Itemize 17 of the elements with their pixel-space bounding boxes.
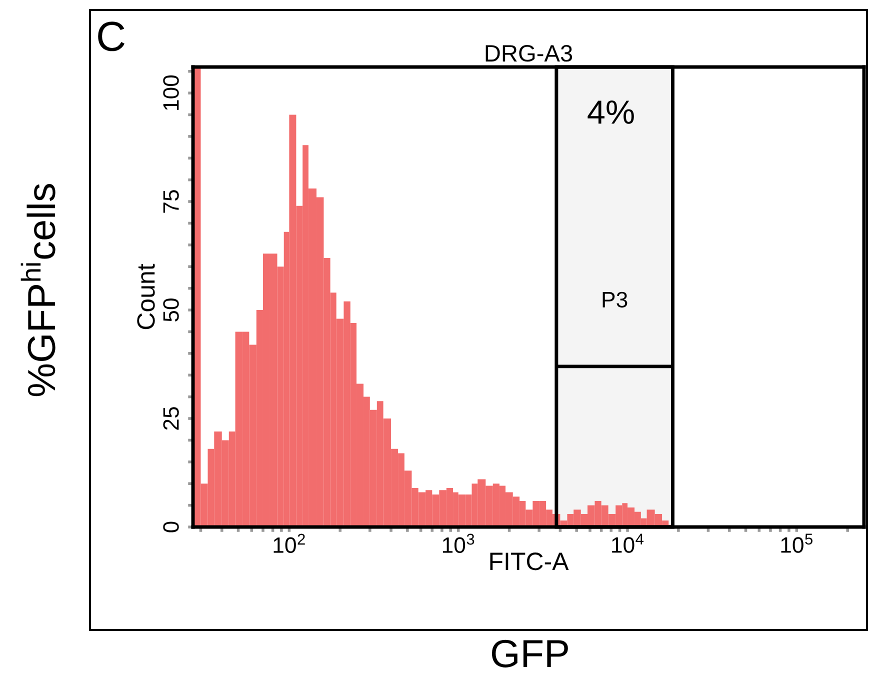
text: C [98, 22, 125, 52]
chart-title: DRG-A3 [486, 44, 572, 62]
y-tick-label: 75 [163, 190, 179, 213]
x-tick-label: 10$^{3}$ [442, 534, 474, 554]
text: GFP [492, 640, 568, 668]
x-axis-title: FITC-A [490, 552, 569, 570]
x-tick-label: 10$^{5}$ [781, 534, 812, 553]
text: %GFP$^{hi}$cells [20, 184, 56, 396]
x-tick-label: 10$^{2}$ [274, 534, 305, 554]
y-axis-title: Count [137, 264, 155, 330]
band-label: P3 [602, 292, 628, 308]
x-tick-label: 10$^{4}$ [612, 534, 644, 553]
y-tick-label: 100 [163, 75, 179, 110]
y-tick-label: 50 [163, 298, 179, 322]
annotation: 4% [588, 100, 634, 124]
y-tick-label: 0 [163, 522, 179, 532]
y-tick-label: 25 [163, 407, 179, 430]
